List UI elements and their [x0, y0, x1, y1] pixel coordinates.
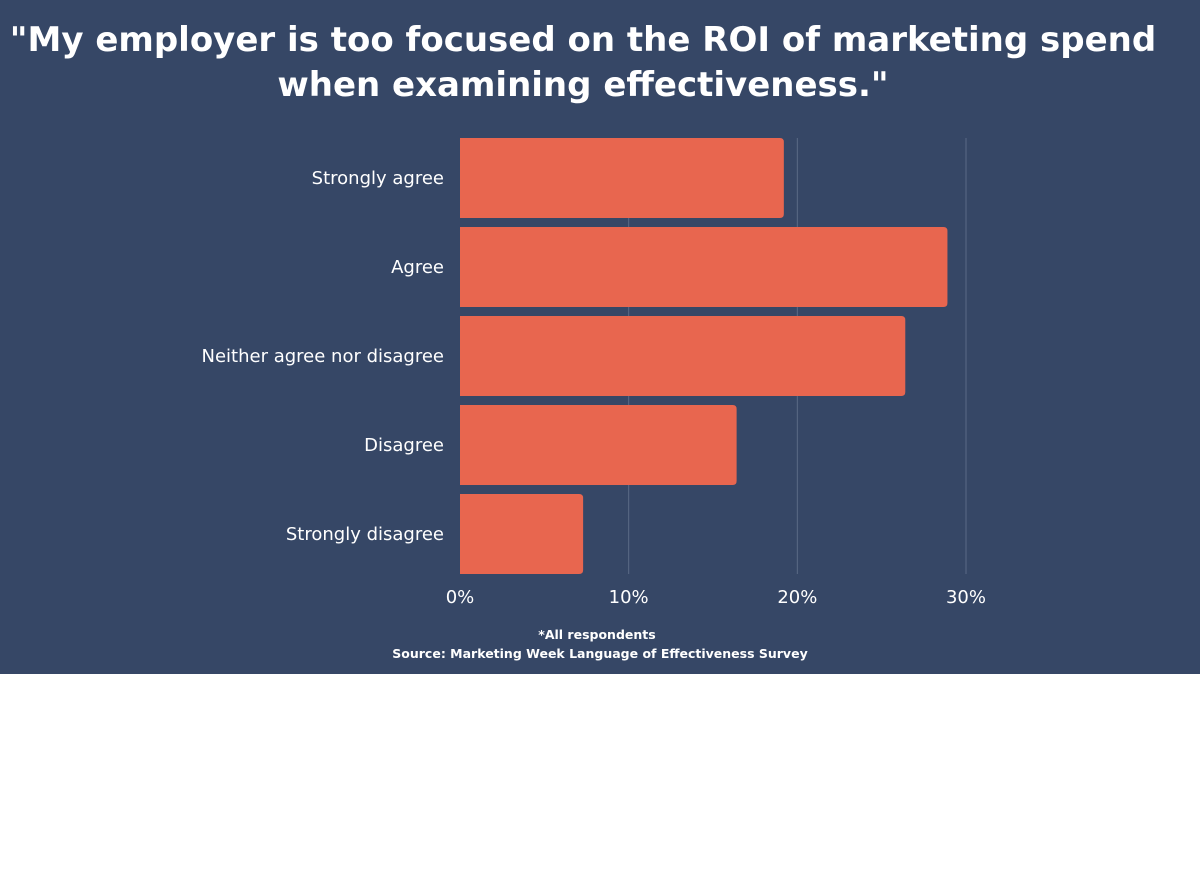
x-tick-label: 30%	[946, 587, 986, 608]
footnote: *All respondents	[538, 627, 656, 642]
category-label: Disagree	[364, 435, 444, 456]
bar-chart: 0% 10% 20% 30% Strongly agree Agree Neither ag…	[202, 138, 986, 608]
bar	[460, 227, 948, 307]
x-tick-label: 10%	[609, 587, 649, 608]
category-label: Neither agree nor disagree	[202, 346, 445, 367]
source-note: Source: Marketing Week Language of Effec…	[392, 646, 808, 661]
category-label: Strongly disagree	[286, 524, 444, 545]
category-label: Strongly agree	[312, 168, 444, 189]
chart-panel: "My employer is too focused on the ROI o…	[0, 0, 1200, 674]
bar	[460, 405, 737, 485]
chart-title: "My employer is too focused on the ROI o…	[9, 20, 1157, 105]
bar	[460, 494, 584, 574]
x-tick-label: 0%	[446, 587, 475, 608]
bar	[460, 138, 784, 218]
category-label: Agree	[391, 257, 444, 278]
x-tick-label: 20%	[777, 587, 817, 608]
bar	[460, 316, 906, 396]
